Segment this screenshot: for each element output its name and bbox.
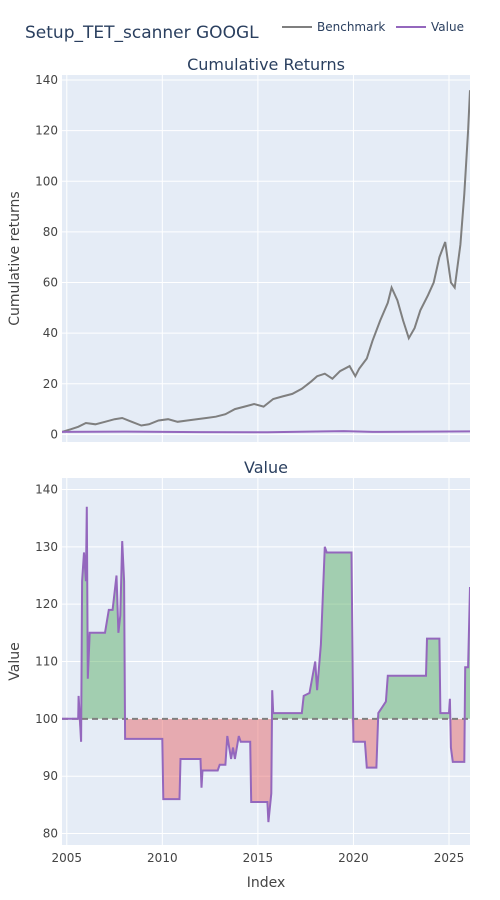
x-tick-label: 2010: [147, 851, 178, 865]
y-axis-label: Cumulative returns: [7, 191, 23, 325]
value-panel: 80 90 100 110 120 130 140 2005 2010 2015 2020 2025 V…: [7, 458, 470, 891]
legend-label-value: Value: [431, 20, 464, 34]
y-tick-label: 120: [35, 124, 58, 138]
gain-area: [62, 506, 470, 719]
chart-title: Setup_TET_scanner GOOGL: [25, 23, 259, 43]
x-axis-label: Index: [247, 875, 286, 891]
y-tick-label: 60: [43, 276, 58, 290]
plot-content: [62, 506, 470, 823]
y-tick-label: 90: [43, 769, 58, 783]
x-tick-label: 2015: [243, 851, 274, 865]
legend-item-benchmark[interactable]: Benchmark: [282, 20, 385, 34]
y-tick-label: 20: [43, 377, 58, 391]
y-axis-label: Value: [7, 642, 23, 680]
series-line-benchmark: [62, 90, 470, 433]
x-tick-label: 2020: [338, 851, 369, 865]
x-tick-label: 2005: [52, 851, 83, 865]
legend[interactable]: Benchmark Value: [282, 20, 464, 34]
y-tick-label: 0: [50, 427, 58, 441]
cumulative-returns-panel: 0 20 40 60 80 100 120 140 Cumulative Returns Cumu…: [7, 55, 470, 442]
y-tick-label: 100: [35, 712, 58, 726]
y-tick-label: 110: [35, 655, 58, 669]
series-line-value: [62, 506, 470, 823]
y-tick-label: 130: [35, 540, 58, 554]
y-tick-label: 120: [35, 597, 58, 611]
y-tick-label: 140: [35, 482, 58, 496]
plot-area: [62, 75, 470, 442]
legend-label-benchmark: Benchmark: [317, 20, 385, 34]
y-tick-label: 100: [35, 174, 58, 188]
y-tick-label: 140: [35, 73, 58, 87]
series-line-value: [62, 430, 470, 434]
y-tick-label: 40: [43, 326, 58, 340]
subplot-title: Value: [244, 458, 288, 477]
subplot-title: Cumulative Returns: [187, 55, 345, 74]
plot-content: [62, 90, 470, 434]
y-tick-label: 80: [43, 225, 58, 239]
x-tick-label: 2025: [434, 851, 465, 865]
y-tick-label: 80: [43, 827, 58, 841]
legend-item-value[interactable]: Value: [396, 20, 464, 34]
